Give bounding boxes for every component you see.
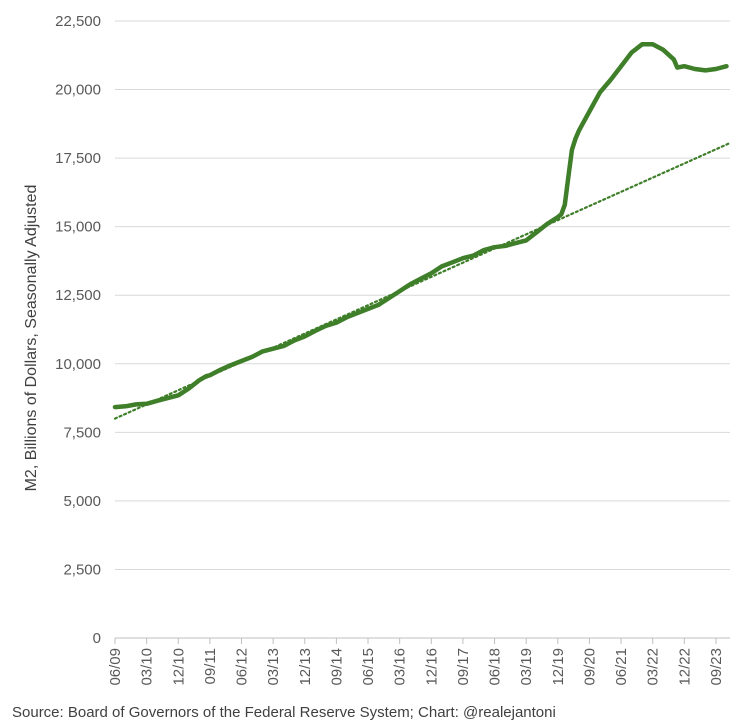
x-tick-label: 12/19 [550,648,567,686]
x-tick-label: 12/10 [170,648,187,686]
x-tick-label: 06/18 [487,648,504,686]
x-tick-label: 06/21 [613,648,630,686]
y-tick-label: 22,500 [55,13,101,30]
x-tick-label: 06/15 [360,648,377,686]
x-tick-label: 03/22 [645,648,662,686]
y-tick-label: 20,000 [55,82,101,99]
x-tick-label: 03/16 [392,648,409,686]
y-tick-label: 7,500 [63,424,101,441]
y-tick-label: 2,500 [63,561,101,578]
y-tick-label: 10,000 [55,356,101,373]
y-axis-title: M2, Billions of Dollars, Seasonally Adju… [23,185,40,492]
y-tick-label: 5,000 [63,493,101,510]
x-tick-label: 09/17 [455,648,472,686]
x-tick-label: 12/22 [676,648,693,686]
y-tick-label: 0 [93,630,101,647]
y-tick-label: 17,500 [55,150,101,167]
x-tick-label: 09/14 [328,648,345,686]
x-tick-label: 09/11 [202,648,219,684]
x-axis-tick-labels: 06/09 03/10 12/10 09/11 06/12 03/13 12/13 09/14… [107,648,725,686]
x-tick-label: 12/16 [423,648,440,686]
m2-line-chart: 0 2,500 5,000 7,500 10,000 12,500 15,000 17,500… [23,13,732,686]
m2-series-line [112,42,729,410]
x-tick-label: 03/10 [139,648,156,686]
x-axis [114,637,730,644]
x-tick-label: 03/13 [265,648,282,686]
series-layer [112,42,732,420]
x-tick-label: 09/23 [708,648,725,686]
gridlines [115,20,730,570]
x-tick-label: 03/19 [518,648,535,686]
y-tick-label: 15,000 [55,219,101,236]
x-tick-label: 12/13 [297,648,314,686]
x-tick-label: 09/20 [581,648,598,686]
source-note: Source: Board of Governors of the Federa… [12,704,556,721]
y-tick-label: 12,500 [55,287,101,304]
x-tick-label: 06/09 [107,648,124,686]
y-axis-tick-labels: 0 2,500 5,000 7,500 10,000 12,500 15,000 17,500… [55,13,101,647]
x-tick-label: 06/12 [234,648,251,686]
